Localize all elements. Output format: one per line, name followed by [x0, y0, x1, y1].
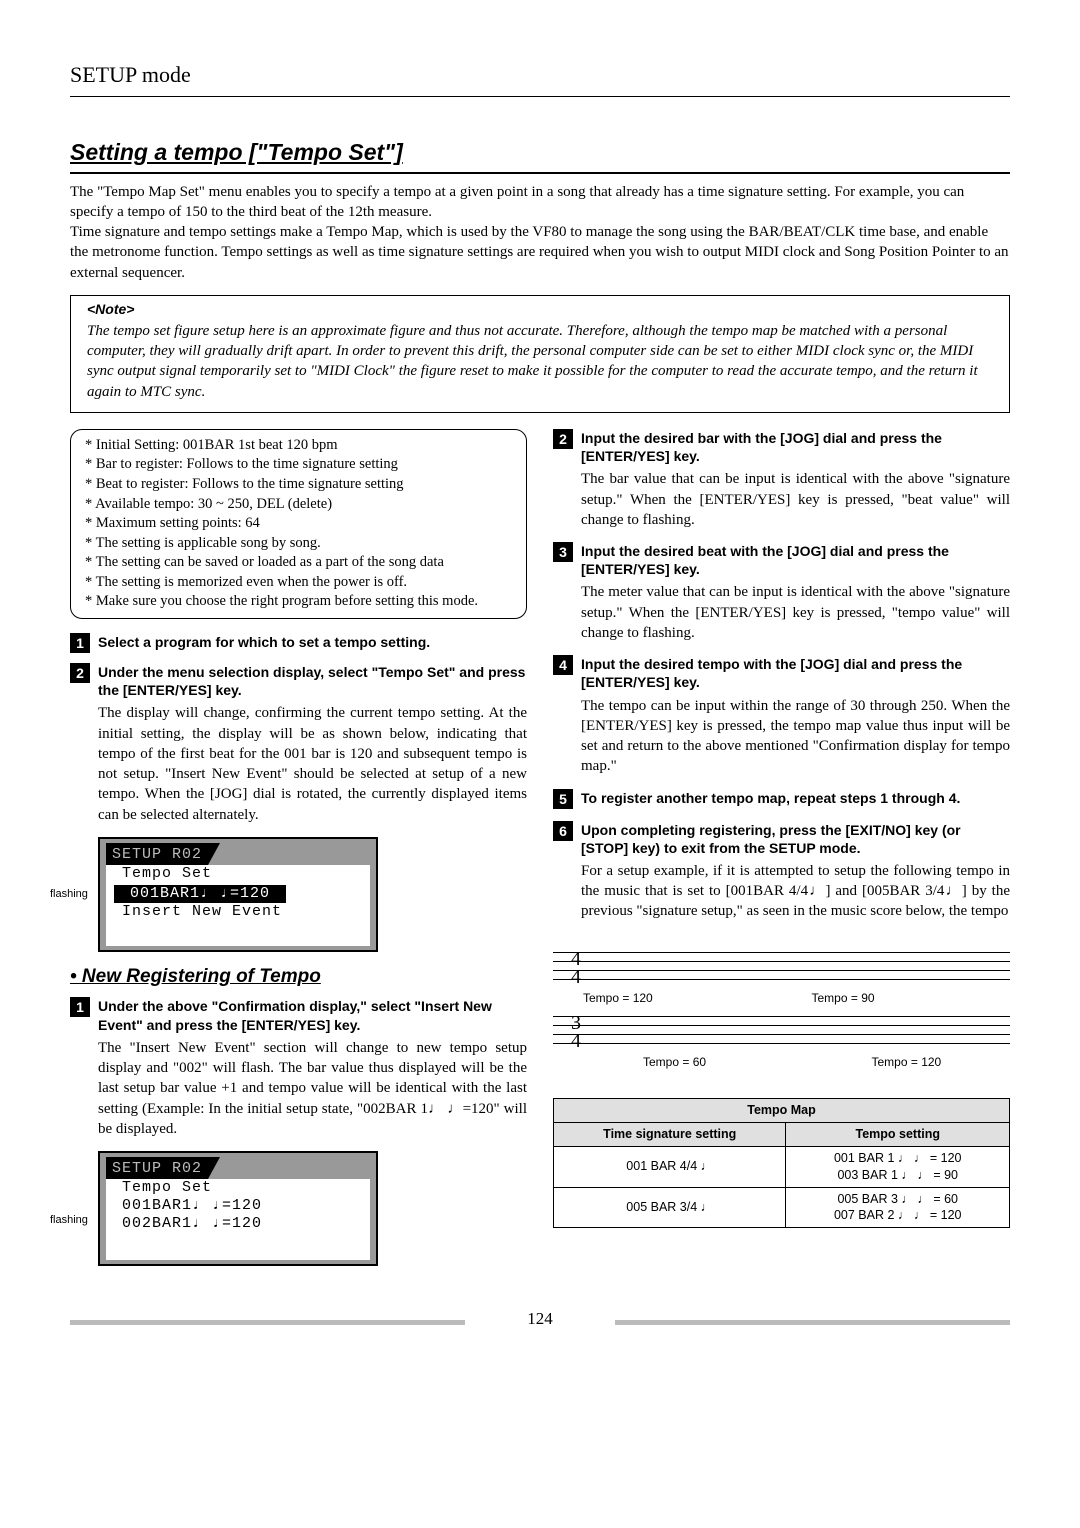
note-box: <Note> The tempo set figure setup here i… — [70, 295, 1010, 413]
step-body: The tempo can be input within the range … — [581, 696, 1010, 777]
setting-item: * The setting is applicable song by song… — [85, 534, 512, 554]
step-heading: To register another tempo map, repeat st… — [581, 789, 960, 809]
time-signature: 3 4 — [571, 1014, 581, 1050]
lcd-display-2: flashing SETUP R02 Tempo Set 001BAR1♩ ♩=… — [98, 1151, 378, 1266]
table-cell: 001 BAR 4/4 ♩ — [554, 1146, 786, 1187]
lcd-tab: SETUP R02 — [106, 843, 208, 867]
step-body: The "Insert New Event" section will chan… — [98, 1038, 527, 1139]
setting-item: * Beat to register: Follows to the time … — [85, 475, 512, 495]
step-number: 4 — [553, 655, 573, 675]
step-body: The display will change, confirming the … — [98, 703, 527, 825]
setting-item: * Make sure you choose the right program… — [85, 592, 512, 612]
setting-item: * Initial Setting: 001BAR 1st beat 120 b… — [85, 436, 512, 456]
right-step-6: 6 Upon completing registering, press the… — [553, 821, 1010, 857]
lcd-line: Tempo Set — [106, 1179, 370, 1197]
step-heading: Select a program for which to set a temp… — [98, 633, 430, 653]
right-step-4: 4 Input the desired tempo with the [JOG]… — [553, 655, 1010, 691]
tempo-labels: Tempo = 60 Tempo = 120 — [553, 1054, 1010, 1070]
right-step-5: 5 To register another tempo map, repeat … — [553, 789, 1010, 809]
tempo-map-table: Tempo Map Time signature setting Tempo s… — [553, 1098, 1010, 1228]
intro-text: The "Tempo Map Set" menu enables you to … — [70, 182, 1010, 283]
step-number: 6 — [553, 821, 573, 841]
header-mode: SETUP mode — [70, 60, 1010, 97]
step-1: 1 Select a program for which to set a te… — [70, 633, 527, 653]
table-title: Tempo Map — [554, 1099, 1010, 1123]
step-body: The bar value that can be input is ident… — [581, 469, 1010, 530]
step-body: The meter value that can be input is ide… — [581, 582, 1010, 643]
tempo-label: Tempo = 60 — [553, 1054, 872, 1070]
setting-item: * Bar to register: Follows to the time s… — [85, 455, 512, 475]
step-heading: Under the above "Confirmation display," … — [98, 997, 527, 1033]
table-cell: 001 BAR 1 ♩ ♩ = 120 003 BAR 1 ♩ ♩ = 90 — [786, 1146, 1010, 1187]
tempo-label: Tempo = 90 — [812, 990, 875, 1006]
lcd-line-highlighted: 001BAR1♩ ♩=120 — [114, 885, 286, 903]
subsection-title: • New Registering of Tempo — [70, 964, 527, 990]
page-number: 124 — [70, 1308, 1010, 1331]
right-step-3: 3 Input the desired beat with the [JOG] … — [553, 542, 1010, 578]
music-score: 4 4 Tempo = 120 Tempo = 90 3 4 Tempo = 6… — [553, 934, 1010, 1090]
tempo-label: Tempo = 120 — [553, 990, 812, 1006]
lcd-tab: SETUP R02 — [106, 1157, 208, 1181]
setting-item: * Maximum setting points: 64 — [85, 514, 512, 534]
step-heading: Input the desired beat with the [JOG] di… — [581, 542, 1010, 578]
lcd-line: 002BAR1♩ ♩=120 — [106, 1215, 370, 1233]
newreg-step-1: 1 Under the above "Confirmation display,… — [70, 997, 527, 1033]
tempo-label: Tempo = 120 — [872, 1054, 942, 1070]
step-number: 1 — [70, 633, 90, 653]
time-signature: 4 4 — [571, 950, 581, 986]
right-step-2: 2 Input the desired bar with the [JOG] d… — [553, 429, 1010, 465]
lcd-line: Tempo Set — [106, 865, 370, 883]
tempo-labels: Tempo = 120 Tempo = 90 — [553, 990, 1010, 1006]
step-heading: Input the desired tempo with the [JOG] d… — [581, 655, 1010, 691]
note-label: <Note> — [87, 300, 993, 319]
right-column: 2 Input the desired bar with the [JOG] d… — [553, 429, 1010, 1278]
step-heading: Upon completing registering, press the [… — [581, 821, 1010, 857]
setting-item: * The setting is memorized even when the… — [85, 573, 512, 593]
left-column: * Initial Setting: 001BAR 1st beat 120 b… — [70, 429, 527, 1278]
settings-summary: * Initial Setting: 001BAR 1st beat 120 b… — [70, 429, 527, 619]
staff-line-2: 3 4 — [553, 1016, 1010, 1052]
step-number: 2 — [70, 663, 90, 683]
lcd-line: 001BAR1♩ ♩=120 — [106, 1197, 370, 1215]
step-heading: Under the menu selection display, select… — [98, 663, 527, 699]
flashing-label: flashing — [50, 1213, 88, 1228]
step-number: 5 — [553, 789, 573, 809]
note-text: The tempo set figure setup here is an ap… — [87, 321, 993, 402]
step-number: 2 — [553, 429, 573, 449]
flashing-label: flashing — [50, 887, 88, 902]
table-cell: 005 BAR 3/4 ♩ — [554, 1187, 786, 1228]
step-heading: Input the desired bar with the [JOG] dia… — [581, 429, 1010, 465]
staff-line-1: 4 4 — [553, 952, 1010, 988]
table-header: Time signature setting — [554, 1122, 786, 1146]
lcd-display-1: flashing SETUP R02 Tempo Set 001BAR1♩ ♩=… — [98, 837, 378, 952]
setting-item: * The setting can be saved or loaded as … — [85, 553, 512, 573]
table-header: Tempo setting — [786, 1122, 1010, 1146]
step-body: For a setup example, if it is attempted … — [581, 861, 1010, 922]
lcd-line: Insert New Event — [106, 903, 370, 921]
step-2: 2 Under the menu selection display, sele… — [70, 663, 527, 699]
table-cell: 005 BAR 3 ♩ ♩ = 60 007 BAR 2 ♩ ♩ = 120 — [786, 1187, 1010, 1228]
section-title: Setting a tempo ["Tempo Set"] — [70, 137, 1010, 174]
step-number: 1 — [70, 997, 90, 1017]
setting-item: * Available tempo: 30 ~ 250, DEL (delete… — [85, 495, 512, 515]
step-number: 3 — [553, 542, 573, 562]
